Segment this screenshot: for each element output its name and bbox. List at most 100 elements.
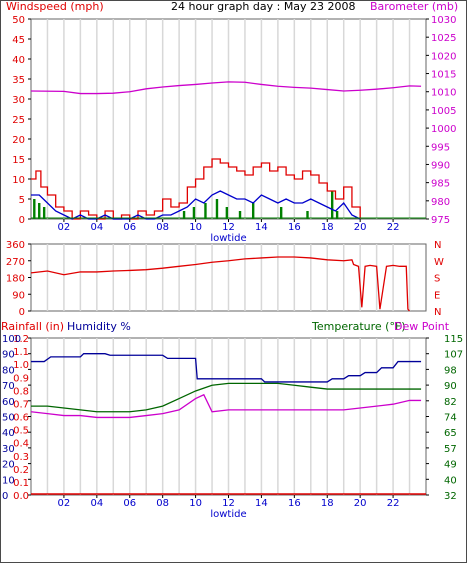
rainfall-tick-label: 1.2 bbox=[13, 334, 29, 345]
dewpoint-axis-label: Dew Point bbox=[394, 320, 450, 333]
rain-bar bbox=[182, 211, 186, 219]
x-tick-label: 12 bbox=[222, 498, 235, 509]
rain-bar bbox=[38, 203, 41, 219]
x-tick-label: 22 bbox=[387, 222, 400, 233]
windspeed-tick-label: 50 bbox=[12, 15, 25, 26]
windspeed-tick-label: 0 bbox=[19, 215, 25, 226]
x-tick-label: 02 bbox=[58, 498, 71, 509]
temperature-tick-label: 98 bbox=[444, 365, 457, 376]
humidity-tick-label: 90 bbox=[2, 350, 15, 361]
rain-bar bbox=[335, 211, 339, 219]
windspeed-tick-label: 40 bbox=[12, 55, 25, 66]
rainfall-tick-label: 0.2 bbox=[13, 465, 29, 476]
compass-label: S bbox=[434, 274, 440, 285]
x-tick-label: 10 bbox=[189, 222, 202, 233]
temperature-tick-label: 40 bbox=[444, 475, 457, 486]
rain-bar bbox=[33, 199, 36, 219]
humidity-tick-label: 10 bbox=[2, 475, 15, 486]
barometer-tick-label: 995 bbox=[431, 142, 450, 153]
rainfall-tick-label: 0.6 bbox=[13, 413, 29, 424]
rain-humidity-temp-axes: 0.0 0.1 0.2 0.3 0.4 0.5 0.6 0.7 0.8 0.9 1.0 1.1 1.2 0… bbox=[2, 334, 463, 509]
x-tick-label: 10 bbox=[189, 498, 202, 509]
temperature-tick-label: 115 bbox=[444, 334, 463, 345]
wind-baro-axes: 0510152025303540455097598098599099510001… bbox=[12, 15, 456, 233]
rainfall-axis-label: Rainfall (in) bbox=[1, 320, 64, 333]
windspeed-tick-label: 10 bbox=[12, 175, 25, 186]
x-tick-label: 18 bbox=[321, 222, 334, 233]
compass-label: N bbox=[434, 240, 441, 251]
wind-direction-series bbox=[30, 256, 411, 312]
rain-bar bbox=[279, 207, 283, 219]
rain-bar bbox=[204, 203, 207, 219]
rainfall-tick-label: 0.9 bbox=[13, 373, 29, 384]
temperature-tick-label: 57 bbox=[444, 444, 457, 455]
rainfall-tick-label: 0.7 bbox=[13, 399, 29, 410]
windspeed-tick-label: 30 bbox=[12, 95, 25, 106]
barometer-tick-label: 1025 bbox=[431, 33, 456, 44]
wind-baro-series bbox=[30, 81, 426, 220]
rain-humidity-temp-grid bbox=[46, 338, 411, 495]
x-tick-label: 14 bbox=[255, 222, 268, 233]
x-tick-label: 16 bbox=[288, 498, 301, 509]
rainfall-tick-label: 0.0 bbox=[13, 491, 29, 502]
wind-direction-grid bbox=[46, 244, 411, 311]
rain-bar bbox=[42, 207, 46, 219]
rainfall-tick-label: 0.1 bbox=[13, 478, 29, 489]
rain-bar bbox=[225, 207, 229, 219]
x-tick-label: 20 bbox=[354, 222, 367, 233]
temperature-tick-label: 65 bbox=[444, 428, 457, 439]
windspeed-tick-label: 25 bbox=[12, 115, 25, 126]
barometer-tick-label: 980 bbox=[431, 197, 450, 208]
barometer-tick-label: 1010 bbox=[431, 88, 456, 99]
compass-label: E bbox=[434, 290, 440, 301]
compass-label: N bbox=[434, 307, 441, 318]
lowtide-label-top: lowtide bbox=[210, 233, 246, 244]
x-tick-label: 04 bbox=[90, 222, 103, 233]
x-tick-label: 08 bbox=[156, 222, 169, 233]
barometer-tick-label: 1020 bbox=[431, 51, 456, 62]
dewpoint-line bbox=[30, 393, 422, 419]
direction-tick-label: 180 bbox=[6, 274, 25, 285]
windspeed-tick-label: 15 bbox=[12, 155, 25, 166]
temperature-tick-label: 74 bbox=[444, 413, 457, 424]
windspeed-axis-label: Windspeed (mph) bbox=[6, 0, 104, 13]
barometer-tick-label: 985 bbox=[431, 179, 450, 190]
humidity-tick-label: 40 bbox=[2, 428, 15, 439]
rain-bar bbox=[215, 199, 219, 219]
windspeed-line bbox=[31, 158, 361, 220]
rainfall-tick-label: 1.1 bbox=[13, 347, 29, 358]
x-tick-label: 16 bbox=[288, 222, 301, 233]
barometer-tick-label: 990 bbox=[431, 160, 450, 171]
graph-title: 24 hour graph day : May 23 2008 bbox=[171, 0, 356, 13]
humidity-tick-label: 20 bbox=[2, 460, 15, 471]
rain-bar bbox=[192, 207, 196, 219]
x-tick-label: 04 bbox=[90, 498, 103, 509]
direction-line bbox=[30, 256, 411, 312]
barometer-tick-label: 1030 bbox=[431, 15, 456, 26]
direction-tick-label: 360 bbox=[6, 240, 25, 251]
humidity-tick-label: 0 bbox=[2, 491, 8, 502]
direction-tick-label: 270 bbox=[6, 257, 25, 268]
windspeed-tick-label: 35 bbox=[12, 75, 25, 86]
windspeed-tick-label: 45 bbox=[12, 35, 25, 46]
humidity-tick-label: 70 bbox=[2, 381, 15, 392]
barometer-tick-label: 1015 bbox=[431, 70, 456, 81]
temperature-tick-label: 90 bbox=[444, 381, 457, 392]
humidity-tick-label: 60 bbox=[2, 397, 15, 408]
x-tick-label: 14 bbox=[255, 498, 268, 509]
barometer-tick-label: 975 bbox=[431, 215, 450, 226]
windspeed-tick-label: 5 bbox=[19, 195, 25, 206]
rain-bar bbox=[238, 211, 242, 219]
humidity-line bbox=[31, 353, 422, 383]
rainfall-tick-label: 1.0 bbox=[13, 360, 29, 371]
temperature-tick-label: 82 bbox=[444, 397, 457, 408]
humidity-axis-label: Humidity % bbox=[67, 320, 131, 333]
rainfall-tick-label: 0.5 bbox=[13, 426, 29, 437]
temperature-tick-label: 49 bbox=[444, 460, 457, 471]
temperature-axis-label: Temperature (°F) bbox=[311, 320, 406, 333]
x-tick-label: 06 bbox=[123, 498, 136, 509]
rain-bar bbox=[251, 203, 255, 219]
rain-bar bbox=[306, 211, 309, 219]
